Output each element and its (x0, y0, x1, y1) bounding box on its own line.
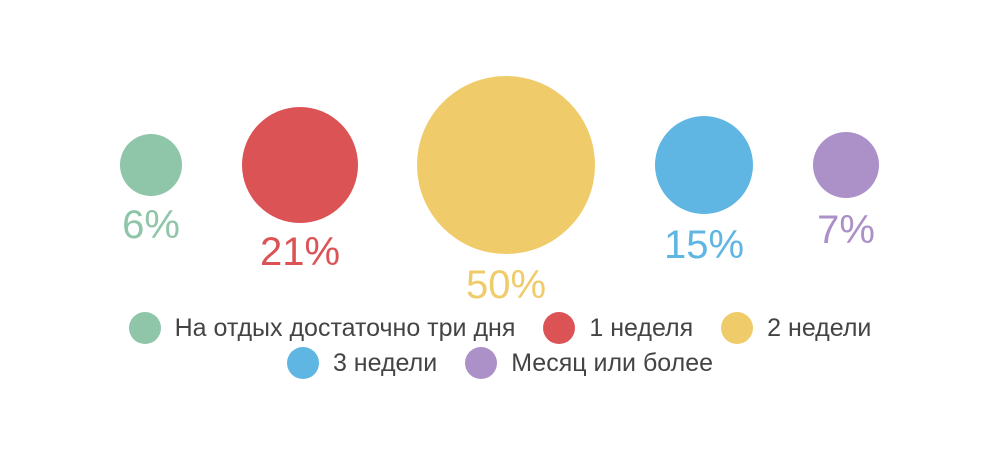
legend-item-two-weeks[interactable]: 2 недели (721, 312, 871, 344)
bubble-1[interactable] (242, 107, 358, 223)
legend-row-1: На отдых достаточно три дня 1 неделя 2 н… (0, 312, 1000, 344)
legend-row-2: 3 недели Месяц или более (0, 347, 1000, 379)
legend-label: 1 неделя (589, 313, 694, 342)
legend-label: 3 недели (332, 348, 438, 377)
legend-label: Месяц или более (511, 348, 714, 377)
bubble-value-label: 7% (817, 208, 875, 252)
legend-item-month-or-more[interactable]: Месяц или более (465, 347, 713, 379)
legend-item-three-weeks[interactable]: 3 недели (286, 347, 438, 379)
legend-dot-icon (286, 347, 319, 379)
legend-dot-icon (465, 347, 498, 379)
legend-dot-icon (128, 312, 161, 344)
legend-dot-icon (721, 312, 754, 344)
bubble-value-label: 15% (663, 223, 745, 267)
bubble-value-label: 21% (259, 230, 341, 274)
legend-item-three-days[interactable]: На отдых достаточно три дня (128, 312, 516, 344)
bubble-2[interactable] (417, 76, 595, 254)
bubble-3[interactable] (655, 116, 753, 214)
legend-dot-icon (543, 312, 576, 344)
bubble-value-label: 50% (465, 263, 547, 307)
legend-label: На отдых достаточно три дня (174, 313, 516, 342)
bubble-value-label: 6% (122, 203, 180, 247)
bubble-4[interactable] (813, 132, 879, 198)
legend-item-one-week[interactable]: 1 неделя (543, 312, 693, 344)
legend-label: 2 недели (767, 313, 872, 342)
bubble-0[interactable] (120, 134, 182, 196)
